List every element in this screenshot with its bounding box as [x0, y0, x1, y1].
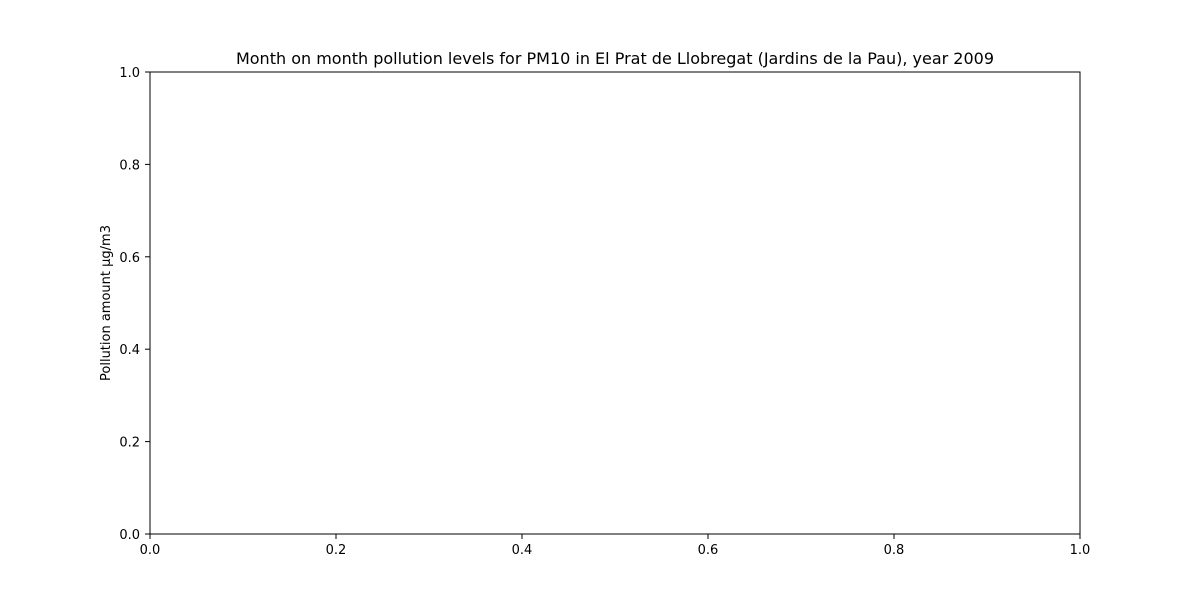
y-axis-ticks: 0.0 0.2 0.4 0.6 0.8 1.0 [119, 66, 150, 543]
y-tick-label: 0.6 [119, 251, 140, 266]
x-tick-label: 0.4 [512, 543, 533, 558]
y-tick-label: 0.8 [119, 158, 140, 173]
x-tick-label: 1.0 [1070, 543, 1091, 558]
x-axis-ticks: 0.0 0.2 0.4 0.6 0.8 1.0 [140, 534, 1091, 558]
x-tick-label: 0.2 [326, 543, 347, 558]
x-tick-label: 0.8 [884, 543, 905, 558]
y-tick-label: 0.0 [119, 528, 140, 543]
chart-title: Month on month pollution levels for PM10… [236, 49, 994, 68]
x-tick-label: 0.6 [698, 543, 719, 558]
y-tick-label: 1.0 [119, 66, 140, 81]
y-tick-label: 0.2 [119, 436, 140, 451]
y-axis-label: Pollution amount µg/m3 [99, 225, 114, 381]
x-tick-label: 0.0 [140, 543, 161, 558]
y-tick-label: 0.4 [119, 343, 140, 358]
plot-area [149, 71, 1081, 535]
